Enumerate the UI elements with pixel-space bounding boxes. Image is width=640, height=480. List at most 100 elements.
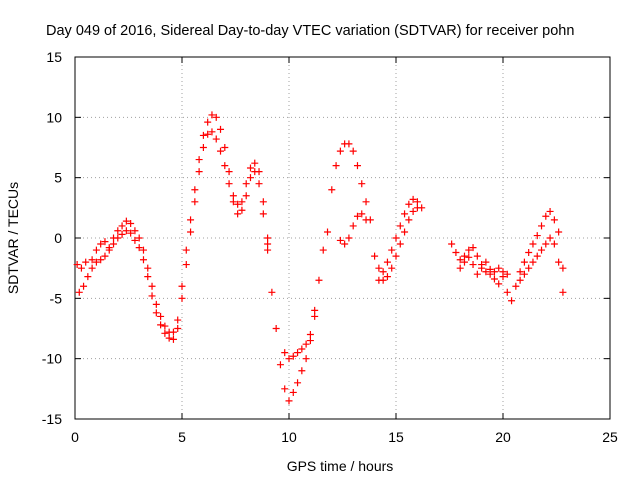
series-afternoon-low [336, 210, 370, 248]
data-point [405, 216, 413, 224]
data-point [409, 207, 417, 215]
data-point [401, 210, 409, 218]
data-point [246, 164, 254, 172]
axis-ticks: 0 5 10 15 20 25 -15 -10 -5 0 5 10 15 [42, 49, 618, 445]
y-tick-label: 0 [54, 230, 62, 246]
data-point [490, 275, 498, 283]
data-point [208, 128, 216, 136]
data-point [178, 282, 186, 290]
data-point [294, 349, 302, 357]
series-midday-drop [264, 228, 332, 405]
grid [75, 57, 610, 419]
data-point [302, 355, 310, 363]
data-point [298, 367, 306, 375]
data-point [345, 234, 353, 242]
data-point [336, 236, 344, 244]
data-point [174, 316, 182, 324]
data-point [118, 230, 126, 238]
data-point [281, 349, 289, 357]
data-point [225, 180, 233, 188]
data-point [289, 352, 297, 360]
data-point [204, 118, 212, 126]
data-point [533, 232, 541, 240]
data-point [508, 297, 516, 305]
data-point [122, 217, 130, 225]
data-point [520, 258, 528, 266]
y-tick-label: 5 [54, 170, 62, 186]
y-tick-label: -10 [42, 351, 62, 367]
data-point [358, 210, 366, 218]
data-point [148, 282, 156, 290]
data-point [255, 180, 263, 188]
x-tick-label: 20 [495, 429, 511, 445]
data-point [139, 246, 147, 254]
data-point [341, 240, 349, 248]
data-point [516, 276, 524, 284]
data-point [311, 306, 319, 314]
data-point [555, 228, 563, 236]
data-point [135, 244, 143, 252]
data-point [345, 140, 353, 148]
data-point [396, 222, 404, 230]
data-point [264, 246, 272, 254]
data-point [84, 273, 92, 281]
data-point [315, 276, 323, 284]
data-point [281, 385, 289, 393]
data-point [525, 264, 533, 272]
data-point [229, 192, 237, 200]
data-point [161, 329, 169, 337]
data-point [199, 144, 207, 151]
data-point [217, 125, 225, 133]
data-point [460, 258, 468, 266]
series-evening-a [448, 240, 511, 278]
data-point [542, 212, 550, 220]
data-point [114, 234, 122, 242]
data-point [212, 135, 220, 143]
data-point [520, 270, 528, 278]
data-point [101, 252, 109, 260]
x-tick-label: 25 [602, 429, 618, 445]
data-point [242, 192, 250, 200]
data-point [371, 252, 379, 260]
series-afternoon-arc [328, 140, 374, 224]
data-point [199, 131, 207, 139]
data-point [306, 331, 314, 339]
y-tick-label: 15 [46, 49, 62, 65]
data-point [383, 258, 391, 266]
data-point [392, 234, 400, 242]
data-point [92, 246, 100, 254]
y-tick-label: -15 [42, 411, 62, 427]
data-point [234, 200, 242, 208]
data-point [490, 268, 498, 276]
data-point [546, 234, 554, 242]
data-point [559, 264, 567, 272]
data-point [469, 261, 477, 269]
data-point [144, 264, 152, 272]
data-point [349, 222, 357, 230]
data-point [388, 246, 396, 254]
data-point [212, 113, 220, 121]
data-point [169, 328, 177, 336]
data-point [362, 198, 370, 206]
data-point [388, 264, 396, 272]
data-point [401, 228, 409, 236]
data-point [478, 264, 486, 272]
data-point [165, 334, 173, 342]
data-point [324, 228, 332, 236]
data-point [259, 198, 267, 206]
data-point [97, 256, 105, 264]
data-point [272, 325, 280, 332]
x-axis-title: GPS time / hours [287, 458, 394, 474]
data-point [379, 268, 387, 276]
data-point [456, 264, 464, 272]
data-point [225, 168, 233, 176]
data-point [512, 282, 520, 290]
data-point [285, 397, 293, 405]
data-point [259, 210, 267, 218]
data-point [533, 252, 541, 260]
data-point [139, 256, 147, 264]
data-point [127, 229, 135, 237]
data-point [392, 252, 400, 260]
data-point [413, 204, 421, 212]
data-point [379, 276, 387, 284]
